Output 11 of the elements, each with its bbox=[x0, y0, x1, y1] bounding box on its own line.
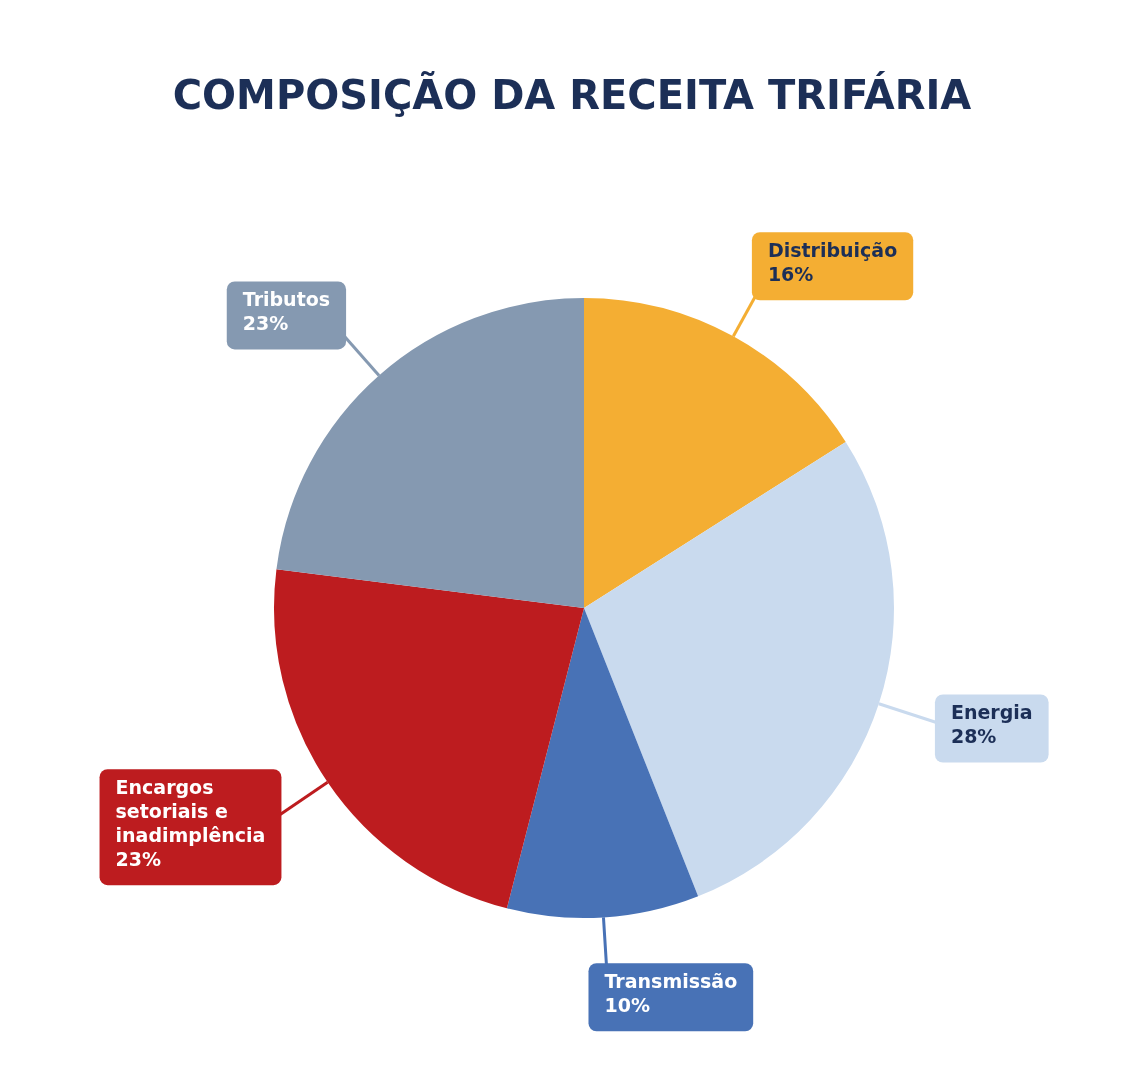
data-label: 23% bbox=[242, 311, 289, 334]
data-label: 23% bbox=[115, 847, 162, 870]
data-label: 28% bbox=[950, 724, 997, 747]
chart-title: COMPOSIÇÃO DA RECEITA TRIFÁRIA bbox=[171, 70, 973, 120]
slice-label: Energia bbox=[950, 700, 1033, 723]
slice-label: Tributos bbox=[242, 287, 331, 310]
slice-label: Encargos setoriais e inadimplência bbox=[115, 775, 266, 846]
slice-label: Distribuição bbox=[767, 238, 898, 261]
data-label: 16% bbox=[767, 262, 814, 285]
data-label: 10% bbox=[604, 993, 650, 1016]
slice-label: Transmissão bbox=[604, 969, 738, 992]
